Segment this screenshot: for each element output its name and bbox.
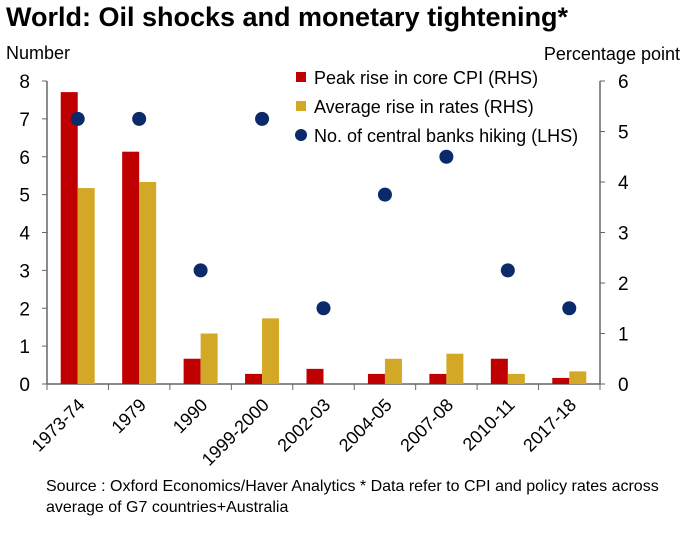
bar-core-cpi (306, 368, 324, 384)
bar-rates (384, 358, 402, 384)
x-tick-label: 2010-11 (459, 395, 519, 455)
source-note: Source : Oxford Economics/Haver Analytic… (46, 478, 659, 516)
bar-core-cpi (122, 151, 140, 384)
right-axis-label: Percentage point (544, 44, 680, 64)
bar-rates (77, 188, 95, 384)
legend-label: No. of central banks hiking (LHS) (314, 126, 578, 146)
bar-rates (139, 182, 157, 384)
left-tick-label: 8 (19, 72, 30, 93)
x-tick-label: 2004-05 (335, 395, 396, 456)
right-tick-label: 3 (618, 224, 629, 245)
left-tick-label: 4 (19, 224, 30, 245)
right-tick-label: 5 (618, 123, 629, 144)
left-tick-label: 6 (19, 148, 30, 169)
dot-central-banks (562, 301, 577, 316)
right-tick-label: 2 (618, 274, 629, 295)
bar-core-cpi (490, 358, 508, 384)
bar-rates (507, 373, 525, 384)
right-tick-label: 1 (618, 325, 629, 346)
bar-rates (446, 353, 464, 384)
legend-label: Average rise in rates (RHS) (314, 97, 534, 117)
bar-core-cpi (552, 377, 570, 384)
legend-swatch (296, 72, 306, 82)
left-tick-label: 3 (19, 261, 30, 282)
bar-core-cpi (183, 358, 201, 384)
x-tick-label: 1999-2000 (198, 395, 273, 470)
bar-core-cpi (60, 92, 78, 385)
left-tick-label: 7 (19, 110, 30, 131)
chart-title: World: Oil shocks and monetary tightenin… (6, 2, 569, 32)
bar-core-cpi (367, 373, 385, 384)
right-tick-label: 0 (618, 375, 629, 396)
dot-central-banks (377, 187, 392, 202)
right-tick-label: 6 (618, 72, 629, 93)
bar-rates (262, 318, 280, 384)
left-tick-label: 2 (19, 299, 30, 320)
left-axis-label: Number (6, 43, 70, 63)
dot-central-banks (193, 263, 208, 278)
left-tick-label: 5 (19, 186, 30, 207)
left-tick-label: 0 (19, 375, 30, 396)
bar-rates (569, 371, 587, 384)
left-tick-label: 1 (19, 337, 30, 358)
right-tick-label: 4 (618, 173, 629, 194)
x-tick-label: 1973-74 (28, 395, 89, 456)
dot-central-banks (500, 263, 515, 278)
x-tick-label: 1979 (108, 395, 150, 437)
x-tick-label: 2017-18 (519, 395, 580, 456)
x-tick-label: 1990 (169, 395, 211, 437)
legend-label: Peak rise in core CPI (RHS) (314, 68, 538, 88)
legend-swatch (296, 101, 306, 111)
dot-central-banks (255, 111, 270, 126)
dot-central-banks (316, 301, 331, 316)
bar-core-cpi (245, 373, 263, 384)
bar-rates (200, 333, 218, 384)
bar-core-cpi (429, 373, 447, 384)
x-tick-label: 2007-08 (396, 395, 457, 456)
dot-central-banks (132, 111, 147, 126)
dot-central-banks (439, 149, 454, 164)
x-tick-label: 2002-03 (273, 395, 334, 456)
legend-swatch (295, 129, 307, 141)
dot-central-banks (70, 111, 85, 126)
